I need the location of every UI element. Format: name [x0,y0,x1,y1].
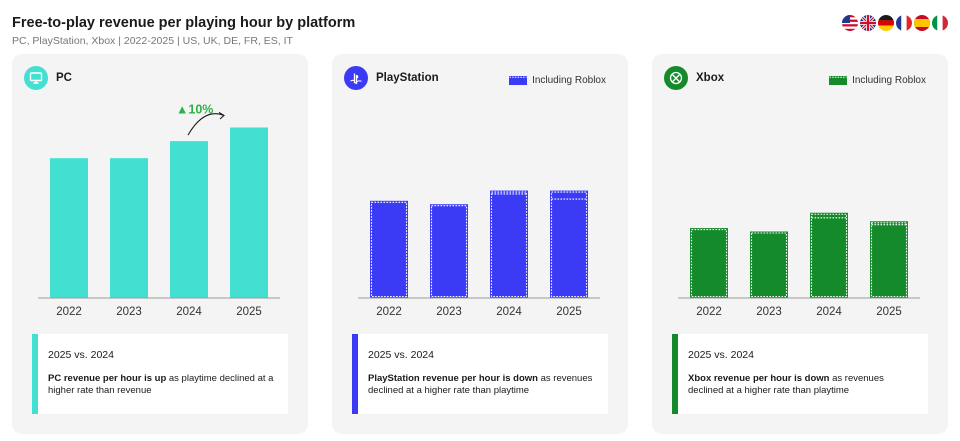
xbox-bar-chart: 2022 2023 2024 2025 [678,212,920,318]
platform-name: PC [56,72,72,84]
xbox-logo-icon [664,66,688,90]
summary-accent-bar [32,334,38,414]
uk-flag-icon[interactable] [860,15,876,31]
page-subtitle: PC, PlayStation, Xbox | 2022-2025 | US, … [12,35,293,47]
bar-including-roblox-2023 [750,231,788,298]
bar-outline-2024 [810,213,848,298]
bar-outline-2024 [490,191,528,298]
summary-heading: 2025 vs. 2024 [368,349,434,361]
bar-including-roblox-2022 [370,200,408,298]
x-tick-label: 2024 [816,306,842,318]
us-flag-icon[interactable] [842,15,858,31]
x-tick-label: 2023 [436,306,462,318]
chart-legend: Including Roblox [509,75,606,86]
x-tick-label: 2022 [696,306,722,318]
playstation-card: PlayStation Including Roblox 2022 2023 202… [332,54,628,434]
x-tick-label: 2025 [236,306,262,318]
bar-outline-2022 [370,201,408,298]
monitor-icon [24,66,48,90]
x-tick-label: 2022 [376,306,402,318]
summary-bold-text: PC revenue per hour is up [48,373,167,384]
legend-swatch-including-roblox [509,76,528,85]
bar-2022 [50,158,88,298]
platform-name: PlayStation [376,72,439,84]
platform-name: Xbox [696,72,725,84]
it-flag-icon[interactable] [932,15,948,31]
chart-legend: Including Roblox [829,75,926,86]
country-flags [842,15,948,31]
summary-heading: 2025 vs. 2024 [688,349,754,361]
bar-including-roblox-2025 [550,190,588,298]
x-tick-label: 2024 [176,306,202,318]
es-flag-icon[interactable] [914,15,930,31]
playstation-logo-icon [344,66,368,90]
x-tick-label: 2025 [556,306,582,318]
summary-text: PlayStation revenue per hour is down as … [368,373,600,397]
page-title: Free-to-play revenue per playing hour by… [12,15,356,31]
xbox-card: Xbox Including Roblox 2022 2023 2024 2025 2… [652,54,948,434]
legend-label: Including Roblox [532,75,606,86]
summary-rest-text: as playtime declined at a higher rate th… [48,373,274,396]
playstation-summary-box: 2025 vs. 2024 PlayStation revenue per ho… [352,334,608,414]
x-tick-label: 2023 [756,306,782,318]
bar-including-roblox-2024 [490,190,528,298]
bar-including-roblox-2024 [810,212,848,298]
playstation-bar-chart: 2022 2023 2024 2025 [358,190,600,318]
summary-text: Xbox revenue per hour is down as revenue… [688,373,920,397]
summary-bold-text: Xbox revenue per hour is down [688,373,830,384]
summary-text: PC revenue per hour is up as playtime de… [48,373,280,397]
bar-2024 [170,141,208,298]
summary-accent-bar [352,334,358,414]
de-flag-icon[interactable] [878,15,894,31]
x-tick-label: 2025 [876,306,902,318]
legend-label: Including Roblox [852,75,926,86]
bar-including-roblox-2022 [690,228,728,298]
xbox-summary-box: 2025 vs. 2024 Xbox revenue per hour is d… [672,334,928,414]
pc-bar-chart: 2022 2023 2024 2025 ▲10% [38,102,280,318]
summary-bold-text: PlayStation revenue per hour is down [368,373,538,384]
bar-including-roblox-2025 [870,221,908,298]
fr-flag-icon[interactable] [896,15,912,31]
x-tick-label: 2024 [496,306,522,318]
growth-arrow [187,113,225,136]
pc-card: PC 2022 2023 2024 2025 ▲10% 2025 vs. 2024 PC… [12,54,308,434]
bar-2025 [230,127,268,298]
bar-outline-2023 [750,232,788,298]
summary-rest-text: as revenues declined at a higher rate th… [688,373,884,396]
growth-arrowhead [218,112,225,120]
bar-outline-2025 [870,222,908,298]
bar-outline-2025 [550,191,588,298]
summary-accent-bar [672,334,678,414]
x-tick-label: 2023 [116,306,142,318]
summary-heading: 2025 vs. 2024 [48,349,114,361]
x-tick-label: 2022 [56,306,82,318]
pc-summary-box: 2025 vs. 2024 PC revenue per hour is up … [32,334,288,414]
growth-annotation: ▲10% [176,102,213,116]
bar-2023 [110,158,148,298]
bar-including-roblox-2023 [430,204,468,298]
legend-swatch-including-roblox [829,76,848,85]
summary-rest-text: as revenues declined at a higher rate th… [368,373,593,396]
